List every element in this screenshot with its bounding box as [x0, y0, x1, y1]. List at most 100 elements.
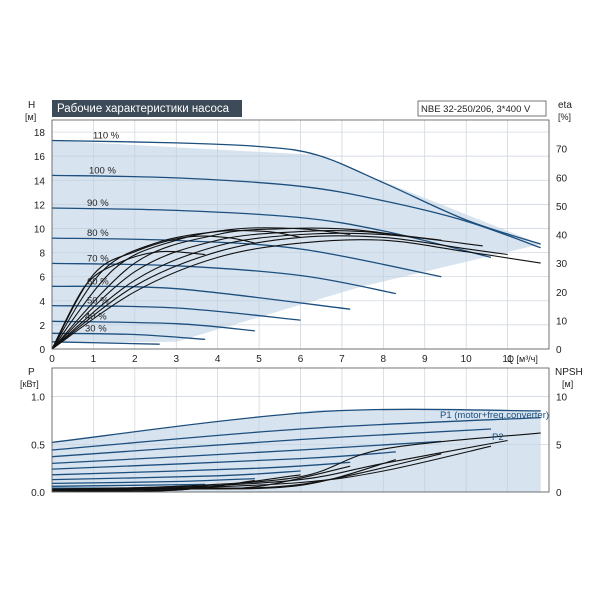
power-tick-2: 1.0 — [31, 393, 45, 404]
flow-tick-11: 11 — [502, 354, 513, 365]
head-tick-0: 0 — [39, 345, 45, 356]
flow-tick-8: 8 — [381, 354, 387, 365]
p2-series-label: P2 — [492, 432, 504, 443]
speed-label-5: 60 % — [87, 276, 109, 287]
power-npsh-plot: 0.0 0.5 1.0 0 5 10 P [кВт] NPSH [м] P1 (moto… — [20, 367, 583, 499]
power-plot-frame — [51, 367, 550, 493]
flow-tick-0: 0 — [49, 354, 55, 365]
eta-tick-3: 30 — [556, 259, 568, 270]
head-tick-2: 4 — [39, 297, 45, 308]
speed-label-4: 70 % — [87, 253, 109, 264]
eta-curve-3 — [51, 230, 442, 350]
head-tick-3: 6 — [39, 273, 45, 284]
head-plot-frame — [51, 119, 550, 350]
head-tick-4: 8 — [39, 249, 45, 260]
power-axis-label: P — [28, 367, 35, 378]
p1-curve-0 — [51, 408, 541, 444]
eta-tick-1: 10 — [556, 316, 568, 327]
eta-curve-2 — [51, 232, 483, 350]
p1-curve-7 — [51, 477, 255, 485]
speed-curve-1 — [51, 174, 541, 249]
flow-tick-6: 6 — [298, 354, 304, 365]
npsh-axis-unit: [м] — [562, 379, 573, 389]
head-tick-5: 10 — [34, 224, 46, 235]
speed-curve-4 — [51, 262, 396, 295]
flow-tick-5: 5 — [256, 354, 262, 365]
flow-axis-ticks: 0 1 2 3 4 5 6 7 8 9 10 11 — [49, 354, 513, 365]
chart-title-box: Рабочие характеристики насоса — [52, 100, 242, 117]
efficiency-axis-ticks: 0 10 20 30 40 50 60 70 — [556, 145, 568, 356]
speed-curve-0 — [51, 139, 541, 245]
efficiency-curves — [51, 227, 541, 350]
speed-label-8: 30 % — [85, 323, 107, 334]
eta-tick-5: 50 — [556, 202, 568, 213]
flow-axis-label: Q [м³/ч] — [507, 354, 538, 364]
p1-curve-4 — [51, 451, 396, 470]
head-axis-ticks: 0 2 4 6 8 10 12 14 16 18 — [34, 128, 46, 356]
eta-tick-6: 60 — [556, 173, 568, 184]
eta-curve-4 — [51, 227, 396, 350]
flow-tick-10: 10 — [461, 354, 473, 365]
model-label: NBE 32-250/206, 3*400 V — [421, 104, 531, 115]
head-tick-9: 18 — [34, 128, 46, 139]
eta-curve-1 — [51, 235, 508, 350]
p2-curve-1 — [51, 439, 508, 490]
head-operating-range — [52, 140, 541, 343]
p1-curve-1 — [51, 416, 541, 451]
p2-curve-8 — [51, 485, 206, 492]
power-tick-1: 0.5 — [31, 440, 45, 451]
npsh-axis-label: NPSH — [555, 367, 583, 378]
speed-label-0: 110 % — [93, 130, 120, 141]
speed-curve-2 — [51, 207, 492, 259]
power-axis-unit: [кВт] — [20, 379, 39, 389]
p2-curves — [51, 432, 541, 493]
flow-tick-3: 3 — [173, 354, 179, 365]
eta-tick-4: 40 — [556, 231, 568, 242]
model-box: NBE 32-250/206, 3*400 V — [417, 100, 547, 117]
eta-curve-8 — [51, 250, 206, 350]
p2-curve-5 — [51, 465, 351, 492]
eta-curve-5 — [51, 227, 351, 350]
p1-curve-6 — [51, 470, 301, 481]
p1-curve-2 — [51, 428, 492, 458]
model-box-frame — [417, 100, 547, 117]
flow-tick-1: 1 — [91, 354, 97, 365]
p1-curve-5 — [51, 461, 351, 476]
flow-tick-7: 7 — [339, 354, 345, 365]
npsh-tick-1: 5 — [556, 440, 562, 451]
p1-curves — [51, 408, 541, 489]
power-tick-0: 0.0 — [31, 488, 45, 499]
efficiency-axis-label: eta — [558, 100, 572, 111]
npsh-axis-ticks: 0 5 10 — [556, 393, 568, 499]
chart-title: Рабочие характеристики насоса — [57, 103, 230, 115]
head-axis-unit: [м] — [25, 112, 36, 122]
eta-curve-6 — [51, 229, 301, 350]
head-tick-1: 2 — [39, 321, 45, 332]
speed-label-2: 90 % — [87, 198, 109, 209]
npsh-tick-0: 0 — [556, 488, 562, 499]
speed-curve-labels: 110 % 100 % 90 % 80 % 70 % 60 % 50 % 40 %30 % — [85, 130, 120, 334]
p1-curve-3 — [51, 440, 442, 465]
flow-tick-2: 2 — [132, 354, 138, 365]
speed-label-7: 40 % — [85, 311, 107, 322]
flow-tick-4: 4 — [215, 354, 221, 365]
speed-label-3: 80 % — [87, 228, 109, 239]
eta-tick-2: 20 — [556, 288, 568, 299]
chart-title-background — [52, 100, 242, 117]
speed-label-6: 50 % — [87, 296, 109, 307]
speed-curve-7 — [51, 320, 255, 332]
speed-curve-6 — [51, 304, 301, 321]
eta-tick-0: 0 — [556, 345, 562, 356]
npsh-tick-2: 10 — [556, 393, 568, 404]
speed-curve-3 — [51, 237, 442, 278]
head-axis-label: H — [28, 100, 35, 111]
head-tick-8: 16 — [34, 152, 46, 163]
head-tick-7: 14 — [34, 176, 46, 187]
head-tick-6: 12 — [34, 200, 46, 211]
eta-tick-7: 70 — [556, 145, 568, 156]
p1-series-label: P1 (motor+freq.converter) — [440, 410, 549, 421]
eta-curve-0 — [51, 239, 541, 350]
flow-tick-9: 9 — [422, 354, 428, 365]
